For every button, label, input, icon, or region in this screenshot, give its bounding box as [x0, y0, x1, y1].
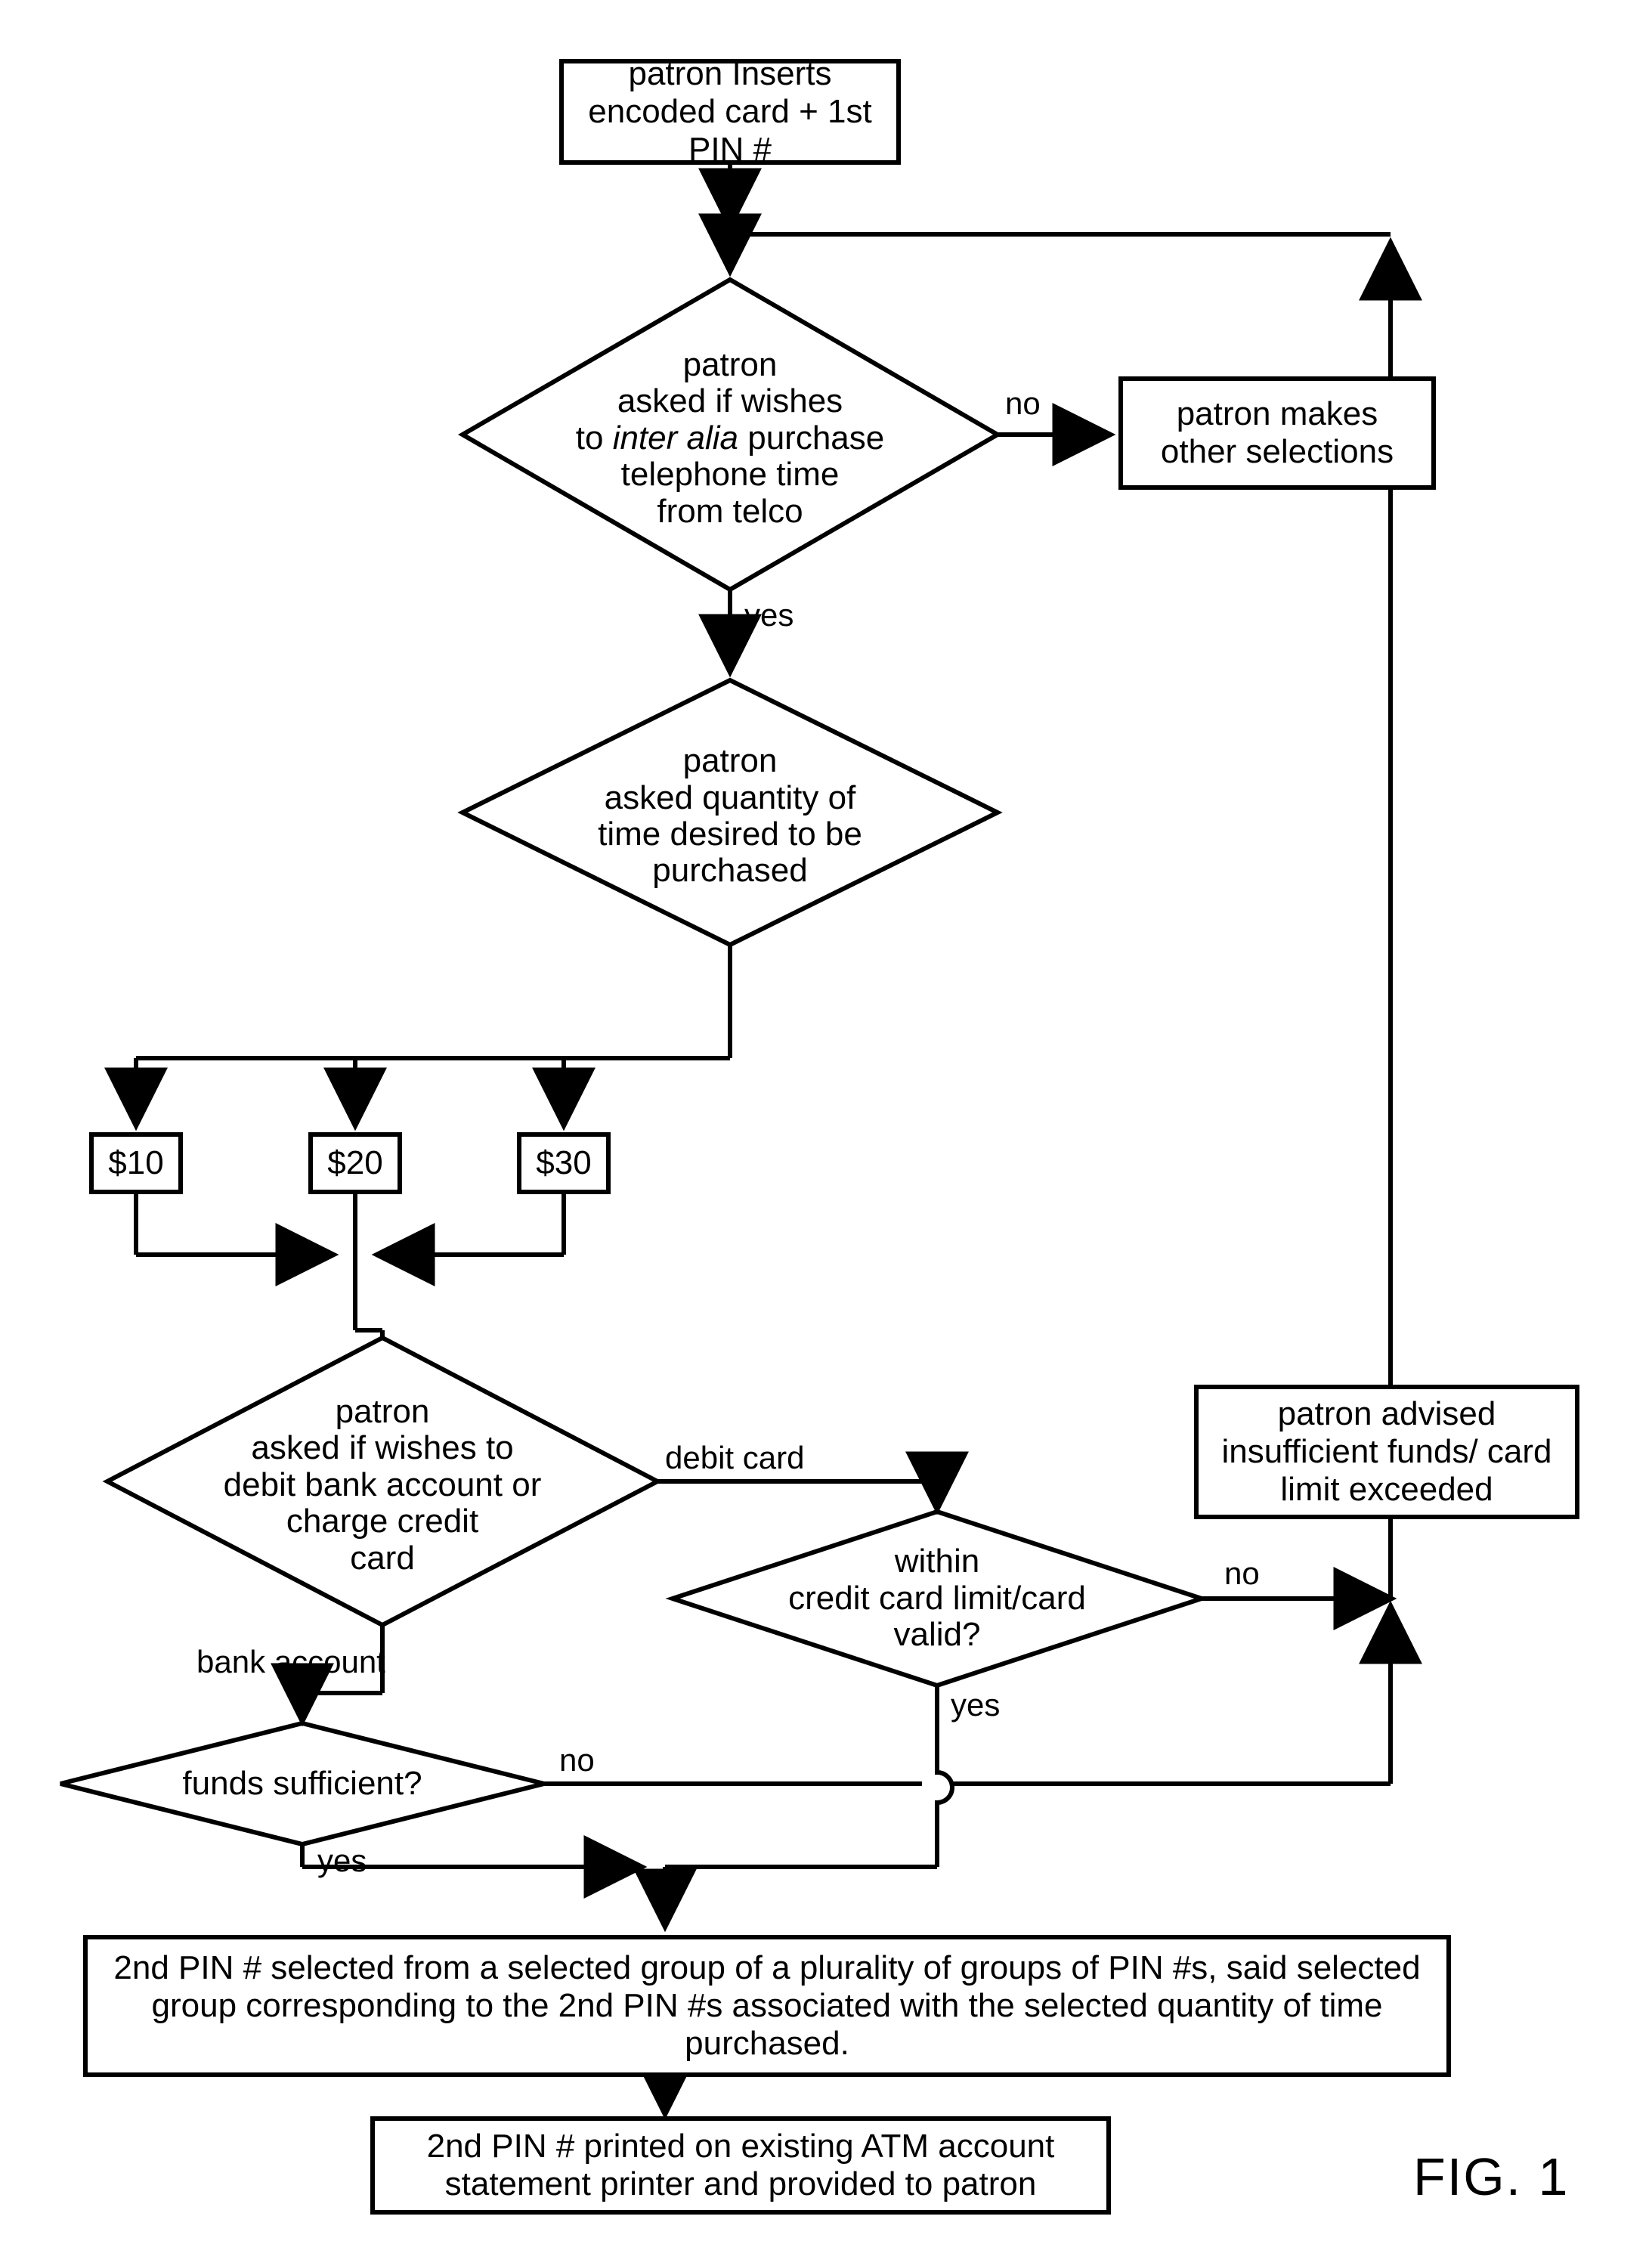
decision1-line4: telephone time	[621, 457, 840, 493]
decision4-line1: within	[895, 1543, 980, 1580]
option-30-box: $30	[517, 1132, 611, 1194]
flowchart-page: patron Inserts encoded card + 1st PIN # …	[0, 0, 1652, 2241]
decision1-line1: patron	[683, 347, 778, 383]
pin-selected-label: 2nd PIN # selected from a selected group…	[101, 1949, 1433, 2063]
other-selections-box: patron makes other selections	[1118, 376, 1436, 490]
option-20-label: $20	[327, 1144, 382, 1182]
pin-printed-box: 2nd PIN # printed on existing ATM accoun…	[370, 2116, 1111, 2215]
decision2-line4: purchased	[652, 853, 807, 889]
d4-yes-label: yes	[951, 1687, 1000, 1723]
d5-yes-label: yes	[317, 1843, 367, 1879]
start-label: patron Inserts encoded card + 1st PIN #	[577, 55, 883, 169]
decision2-text: patron asked quantity of time desired to…	[534, 726, 927, 907]
decision3-line3: debit bank account or	[224, 1467, 542, 1503]
d4-no-label: no	[1224, 1555, 1260, 1592]
figure-label: FIG. 1	[1413, 2147, 1569, 2207]
decision2-line1: patron	[683, 743, 778, 779]
insufficient-label: patron advised insufficient funds/ card …	[1212, 1395, 1561, 1509]
d3-debit-label: debit card	[665, 1440, 804, 1476]
pin-printed-label: 2nd PIN # printed on existing ATM accoun…	[388, 2128, 1093, 2203]
decision1-line3: to inter alia purchase	[576, 420, 884, 457]
d1-pre: to	[576, 419, 613, 457]
d1-post: purchase	[738, 419, 884, 457]
decision2-line3: time desired to be	[598, 816, 862, 853]
option-20-box: $20	[308, 1132, 402, 1194]
option-10-box: $10	[89, 1132, 183, 1194]
decision1-line5: from telco	[657, 494, 803, 530]
d1-yes-label: yes	[744, 597, 794, 633]
decision3-text: patron asked if wishes to debit bank acc…	[186, 1383, 579, 1587]
option-10-label: $10	[108, 1144, 163, 1182]
decision4-line2: credit card limit/card	[788, 1580, 1086, 1617]
decision4-text: within credit card limit/card valid?	[733, 1542, 1141, 1655]
decision3-line5: card	[350, 1540, 415, 1577]
decision3-line2: asked if wishes to	[251, 1430, 513, 1466]
option-30-label: $30	[536, 1144, 591, 1182]
decision5-text: funds sufficient?	[136, 1761, 469, 1806]
start-box: patron Inserts encoded card + 1st PIN #	[559, 59, 901, 165]
d1-no-label: no	[1005, 385, 1041, 422]
decision1-text: patron asked if wishes to inter alia pur…	[534, 333, 927, 544]
decision5-label: funds sufficient?	[182, 1765, 422, 1803]
d1-italic: inter alia	[613, 419, 738, 457]
other-selections-label: patron makes other selections	[1137, 395, 1418, 471]
d3-bank-label: bank account	[196, 1644, 385, 1680]
d5-no-label: no	[559, 1742, 595, 1778]
decision3-line4: charge credit	[286, 1503, 478, 1540]
decision2-line2: asked quantity of	[605, 780, 856, 816]
decision1-line2: asked if wishes	[617, 383, 843, 419]
insufficient-box: patron advised insufficient funds/ card …	[1194, 1385, 1579, 1519]
pin-selected-box: 2nd PIN # selected from a selected group…	[83, 1935, 1451, 2077]
decision4-line3: valid?	[894, 1617, 981, 1653]
decision3-line1: patron	[336, 1394, 430, 1430]
